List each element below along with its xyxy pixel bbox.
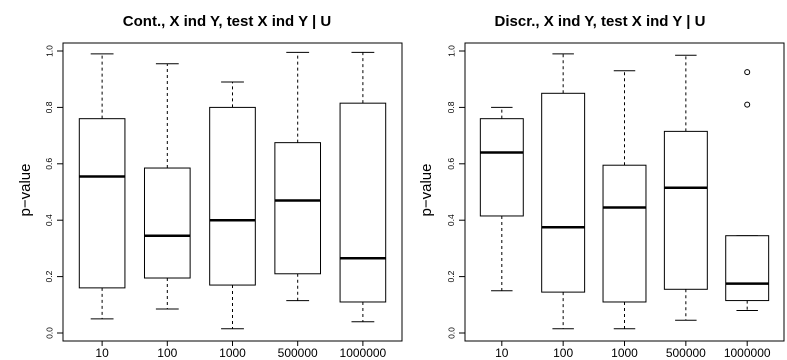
x-tick-label: 10 <box>495 346 509 360</box>
x-tick-label: 100 <box>157 346 177 360</box>
y-tick-label: 0.2 <box>446 270 456 282</box>
x-tick-label: 1000000 <box>340 346 387 360</box>
box <box>725 235 770 302</box>
box <box>209 106 256 286</box>
box <box>143 167 191 279</box>
y-tick-label: 0.6 <box>44 158 54 170</box>
y-tick-label: 0.8 <box>44 101 54 113</box>
box <box>541 92 586 293</box>
box <box>479 118 524 217</box>
y-axis-label: p−value <box>17 164 34 217</box>
panel-title: Discr., X ind Y, test X ind Y | U <box>495 13 706 30</box>
panel-continuous: Cont., X ind Y, test X ind Y | U p−value… <box>17 13 403 360</box>
y-axis-label: p−value <box>418 164 435 217</box>
y-tick-label: 0.0 <box>446 327 456 339</box>
x-tick-label: 10 <box>95 346 109 360</box>
x-tick-label: 100 <box>553 346 573 360</box>
y-tick-label: 0.2 <box>44 270 54 282</box>
panel-title: Cont., X ind Y, test X ind Y | U <box>123 13 331 30</box>
outlier-point <box>744 101 751 108</box>
y-tick-label: 0.0 <box>44 327 54 339</box>
y-tick-label: 1.0 <box>446 45 456 57</box>
box <box>339 102 387 303</box>
box <box>274 142 322 275</box>
x-tick-label: 1000 <box>219 346 246 360</box>
y-tick-label: 0.8 <box>446 101 456 113</box>
y-tick-label: 1.0 <box>44 45 54 57</box>
box <box>78 118 126 289</box>
y-tick-label: 0.4 <box>446 214 456 226</box>
x-tick-label: 500000 <box>666 346 706 360</box>
box <box>602 164 647 303</box>
panel-discrete: Discr., X ind Y, test X ind Y | U p−valu… <box>418 13 785 360</box>
y-tick-label: 0.6 <box>446 158 456 170</box>
x-tick-label: 1000000 <box>724 346 771 360</box>
x-tick-label: 500000 <box>278 346 318 360</box>
outlier-point <box>744 69 751 76</box>
x-tick-label: 1000 <box>611 346 638 360</box>
y-tick-label: 0.4 <box>44 214 54 226</box>
box <box>663 130 708 290</box>
